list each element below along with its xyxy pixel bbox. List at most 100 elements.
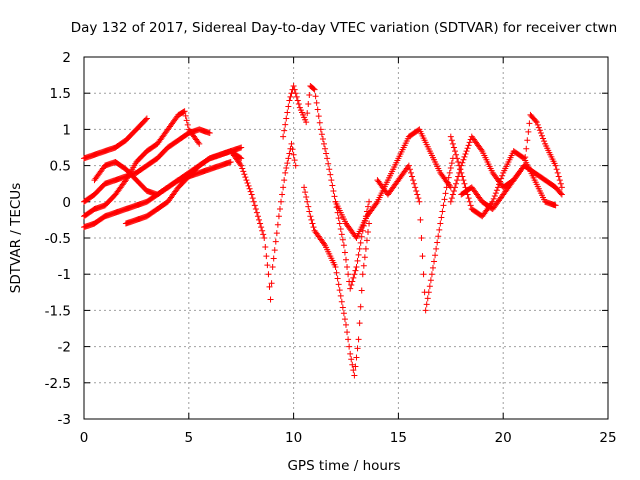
data-point [434,239,441,246]
data-point [460,177,467,184]
data-point [258,224,265,231]
data-point [464,145,471,152]
y-tick-label: 1.5 [50,86,71,102]
data-point [227,158,234,165]
data-point [237,161,244,168]
data-point [358,233,365,240]
data-point [341,249,348,256]
data-point [314,106,321,113]
data-point [291,86,298,93]
data-point [490,195,497,202]
series-track-9 [301,184,373,379]
data-point [286,97,293,104]
data-point [343,321,349,328]
data-point [437,220,444,227]
data-point [266,283,273,290]
y-axis-label: SDTVAR / TECUs [8,183,24,293]
data-point [352,267,359,274]
data-point [450,187,457,194]
data-point [356,245,363,252]
data-point [461,180,468,187]
data-point [281,127,288,134]
data-point [462,151,469,158]
data-point [289,146,296,153]
data-point [467,202,474,209]
data-point [345,336,352,343]
data-point [335,281,342,288]
data-point [459,173,466,180]
data-point [323,150,330,157]
data-point [333,269,340,276]
data-point [250,198,257,205]
data-point [301,184,308,191]
data-point [540,135,547,142]
data-point [320,140,327,147]
data-point [456,162,463,169]
data-point [292,90,299,97]
data-point [498,175,505,182]
data-point [525,128,532,135]
data-point [280,184,287,191]
data-point [272,238,279,245]
data-point [309,220,316,227]
data-point [343,256,349,263]
series-track-1 [81,115,150,162]
series-track-8 [280,82,373,292]
data-point [449,191,456,198]
data-point [302,189,309,196]
data-point [353,263,360,270]
data-point [195,139,202,146]
data-point [358,287,365,294]
data-point [451,184,458,191]
data-point [535,124,542,131]
data-point [443,184,450,191]
data-point [348,282,355,289]
data-point [303,193,310,200]
x-tick-label: 5 [185,430,194,446]
data-point [405,162,412,169]
y-tick-labels: -3 -2.5 -2 -1.5 -1 -0.5 0 0.5 1 1.5 2 [45,50,71,428]
data-point [411,180,418,187]
x-axis-label: GPS time / hours [287,458,400,474]
data-point [445,174,452,181]
data-point [269,263,276,270]
data-point [287,93,294,100]
data-point [348,356,355,363]
data-point [419,253,426,260]
data-point [286,150,293,157]
data-point [320,240,327,247]
data-point [457,166,464,173]
data-point [305,203,312,210]
data-point [313,99,320,106]
data-point [414,191,421,198]
data-point [541,138,548,145]
y-tick-label: 0.5 [50,159,71,175]
axis-ticks [83,56,609,420]
data-point [465,195,472,202]
data-point [557,180,564,187]
data-point [245,182,252,189]
data-point [267,296,274,303]
y-tick-label: -1.5 [45,303,71,319]
data-point [459,159,466,166]
series-track-13 [458,111,565,213]
data-point [281,177,288,184]
data-point [357,239,364,246]
data-point [307,213,314,220]
data-point [316,119,323,126]
data-point [240,168,247,175]
data-point [438,214,445,221]
data-point [435,233,442,240]
data-point [440,202,447,209]
data-point [447,133,454,140]
data-point [552,202,559,209]
data-point [310,224,317,231]
data-point [325,160,332,167]
data-point [184,121,191,128]
data-point [330,187,337,194]
data-point [424,295,431,302]
data-point [494,184,501,191]
data-point [524,137,531,144]
data-point [341,316,348,323]
data-point [359,271,366,278]
